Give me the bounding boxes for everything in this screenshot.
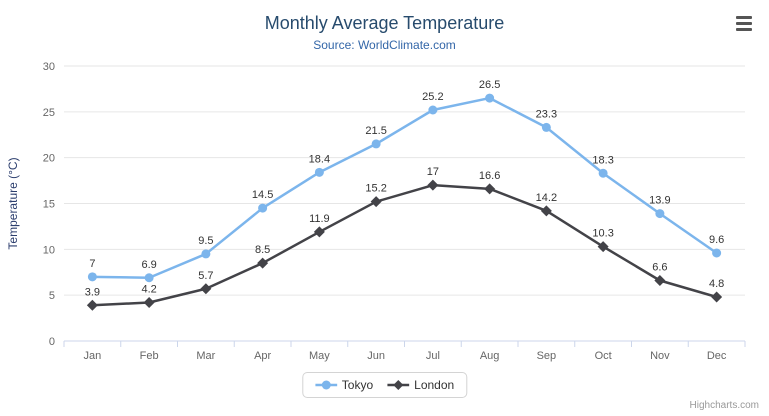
london-point[interactable] [313,226,325,238]
tokyo-data-label: 9.6 [709,234,724,246]
credits-link[interactable]: Highcharts.com [689,400,759,411]
london-data-label: 16.6 [479,170,500,182]
tokyo-series-line[interactable] [91,96,718,279]
london-point[interactable] [711,291,723,303]
tokyo-point[interactable] [371,139,381,149]
tokyo-point[interactable] [201,249,211,259]
london-point[interactable] [200,283,212,295]
tokyo-point[interactable] [258,203,268,213]
x-axis-tick-label: Sep [537,350,557,362]
y-axis-tick-label: 20 [43,153,55,165]
tokyo-point[interactable] [541,122,551,132]
x-axis-tick-label: Jun [367,350,385,362]
tokyo-data-label: 18.3 [592,154,613,166]
tokyo-point[interactable] [314,167,324,177]
london-data-label: 6.6 [652,262,667,274]
x-axis-tick-label: May [309,350,330,362]
x-axis-tick-label: Feb [140,350,159,362]
hamburger-icon [736,21,752,25]
tokyo-data-label: 14.5 [252,189,273,201]
london-data-label: 17 [427,166,439,178]
london-data-label: 3.9 [85,286,100,298]
chart-subtitle: Source: WorldClimate.com [313,38,456,52]
london-point[interactable] [597,241,609,253]
legend-item-tokyo[interactable]: Tokyo [314,378,374,392]
hamburger-icon [736,15,752,19]
y-axis-tick-label: 0 [49,336,55,348]
tokyo-point[interactable] [655,209,665,219]
legend-label-tokyo: Tokyo [341,378,374,392]
london-point[interactable] [370,196,382,208]
hamburger-icon [736,27,752,31]
y-axis-tick-label: 30 [43,61,55,73]
london-data-label: 5.7 [198,270,213,282]
tokyo-data-label: 13.9 [649,195,670,207]
london-data-label: 10.3 [592,228,613,240]
legend-label-london: London [414,378,455,392]
london-point[interactable] [427,179,439,191]
london-point[interactable] [540,205,552,217]
x-axis-tick-label: Nov [650,350,670,362]
london-data-label: 11.9 [309,213,330,225]
tokyo-point[interactable] [712,248,722,258]
london-data-label: 4.8 [709,278,724,290]
y-axis-title: Temperature (°C) [6,157,20,249]
london-series-line[interactable] [91,183,718,307]
london-point[interactable] [654,275,666,286]
tokyo-data-label: 26.5 [479,79,500,91]
y-axis-tick-label: 10 [43,244,55,256]
x-axis-tick-label: Mar [196,350,215,362]
london-point[interactable] [143,297,155,308]
london-data-label: 15.2 [365,183,386,195]
legend-item-london[interactable]: London [387,378,454,392]
tokyo-data-label: 25.2 [422,91,443,103]
context-menu-button[interactable] [733,13,755,33]
y-axis-tick-label: 25 [43,107,55,119]
tokyo-data-label: 23.3 [536,108,557,120]
tokyo-data-label: 6.9 [141,259,156,271]
london-data-label: 4.2 [141,284,156,296]
y-axis-tick-label: 15 [43,199,55,211]
tokyo-data-label: 18.4 [309,153,330,165]
london-data-label: 8.5 [255,244,270,256]
london-point[interactable] [484,183,496,195]
tokyo-point[interactable] [598,168,608,178]
x-axis-tick-label: Aug [480,350,500,362]
x-axis-tick-label: Jan [84,350,102,362]
london-point[interactable] [86,299,98,311]
tokyo-legend-marker-icon [314,380,337,390]
tokyo-point[interactable] [87,272,97,282]
tokyo-data-label: 21.5 [365,125,386,137]
tokyo-point[interactable] [485,93,495,103]
chart-title: Monthly Average Temperature [264,13,505,33]
x-axis-tick-label: Jul [426,350,440,362]
tokyo-point[interactable] [428,105,438,115]
legend: Tokyo London [301,372,468,398]
tokyo-point[interactable] [144,273,154,283]
x-axis-tick-label: Oct [595,350,612,362]
london-data-label: 14.2 [536,192,557,204]
x-axis-tick-label: Apr [254,350,271,362]
x-axis-tick-label: Dec [707,350,727,362]
london-point[interactable] [257,257,269,269]
london-legend-marker-icon [387,380,410,390]
y-axis-tick-label: 5 [49,290,55,302]
tokyo-data-label: 7 [89,258,95,270]
tokyo-data-label: 9.5 [198,235,213,247]
